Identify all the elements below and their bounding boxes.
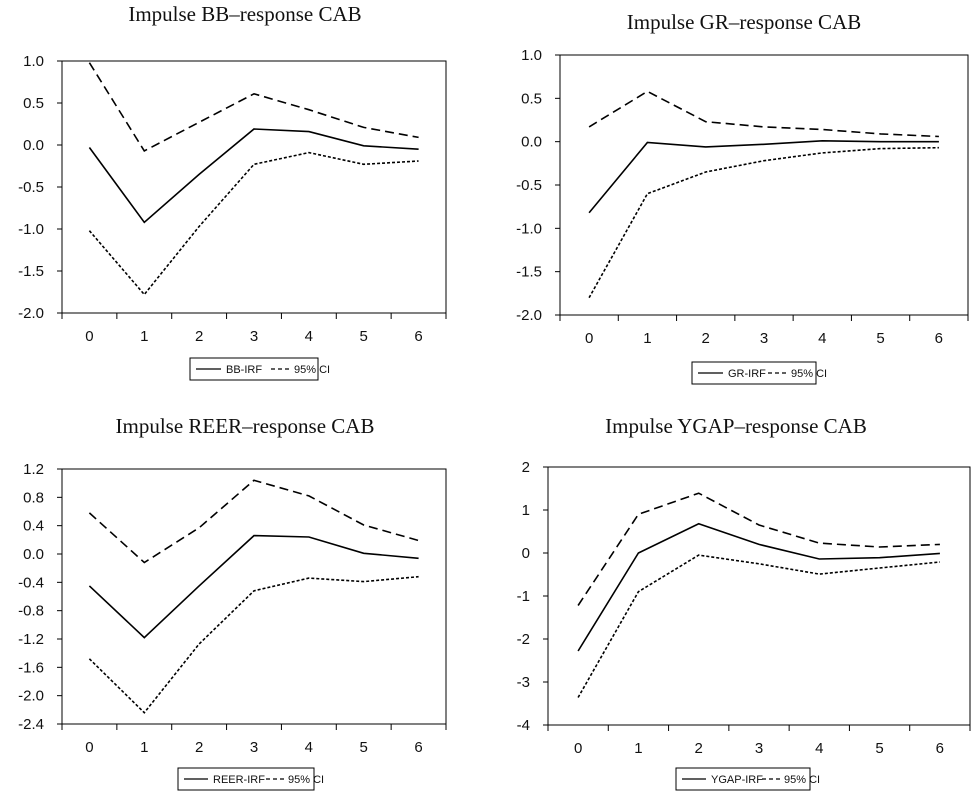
y-tick-label: -0.5 [516,177,542,194]
x-tick-label: 0 [85,328,93,345]
x-tick-label: 4 [815,740,823,757]
x-tick-label: 4 [818,330,826,347]
panel-reer: Impulse REER–response CAB 1.2 0.8 0.4 0.0 -0… [18,414,447,791]
plot-frame [559,54,969,316]
y-tick-label: -1.6 [18,659,44,676]
x-tick-label: 2 [195,328,203,345]
series-line-dotted [88,151,419,296]
series-line-dashed [88,62,419,152]
series-line-solid [88,128,419,224]
legend-box [189,357,319,381]
y-tick-label: 1.2 [23,461,44,478]
panel-ygap: Impulse YGAP–response CAB 210-1-2-3-40 1 2… [517,414,971,791]
y-tick-label: -2 [517,631,530,648]
y-tick-label: -1 [517,588,530,605]
x-tick-label: 2 [695,740,703,757]
series-line-solid [577,522,940,652]
x-tick-label: 1 [140,328,148,345]
y-tick-label: -3 [517,674,530,691]
x-tick-label: 5 [875,740,883,757]
x-tick-label: 2 [702,330,710,347]
legend-ci-label: 95% CI [294,364,330,376]
y-tick-label: -1.2 [18,631,44,648]
series-line-dotted [588,146,939,299]
x-tick-label: 3 [755,740,763,757]
series-line-dashed [577,492,940,606]
plot-frame [61,468,447,725]
x-tick-label: 3 [250,739,258,756]
series-line-solid [588,139,939,214]
x-tick-label: 2 [195,739,203,756]
plot-frame [61,60,447,314]
y-tick-label: -2.4 [18,716,44,733]
x-tick-label: 1 [643,330,651,347]
panel-bb: Impulse BB–response CAB 1.0 0.5 0.0 -0.5 -1.… [18,2,447,381]
x-tick-label: 5 [360,328,368,345]
x-tick-label: 6 [414,739,422,756]
x-tick-label: 1 [634,740,642,757]
x-tick-label: 6 [935,330,943,347]
chart-title: Impulse BB–response CAB [128,2,361,26]
y-tick-label: -1.0 [18,221,44,238]
series-line-solid [88,534,419,639]
legend-irf-label: REER-IRF [213,774,265,786]
y-tick-label: -1.5 [18,263,44,280]
y-tick-label: -0.5 [18,179,44,196]
chart-title: Impulse YGAP–response CAB [605,414,867,438]
x-tick-label: 0 [585,330,593,347]
x-tick-label: 4 [305,328,313,345]
x-tick-label: 0 [574,740,582,757]
y-tick-label: -2.0 [18,688,44,705]
legend-irf-label: BB-IRF [226,364,262,376]
y-tick-label: -4 [517,717,530,734]
series-line-dotted [577,554,940,698]
plot-area: 1.0 0.5 0.0 -0.5 -1.0 -1.5 -2.0 0 1 2 3 4 5 6 [516,47,969,347]
legend-box [177,767,315,791]
legend-irf-label: GR-IRF [728,368,766,380]
legend-box [675,767,811,791]
y-tick-label: -1.5 [516,264,542,281]
x-tick-label: 4 [305,739,313,756]
y-tick-label: 0.0 [23,546,44,563]
legend-box [691,361,817,385]
y-tick-label: 0 [522,545,530,562]
series-line-dotted [88,575,419,714]
y-tick-label: -0.4 [18,574,44,591]
legend-ci-label: 95% CI [791,368,827,380]
x-tick-label: 5 [876,330,884,347]
plot-area: 1.0 0.5 0.0 -0.5 -1.0 -1.5 -2.0 0 1 2 3 4 5 6 [18,53,447,345]
y-tick-label: 0.5 [23,95,44,112]
x-tick-label: 6 [414,328,422,345]
y-tick-label: 0.4 [23,518,44,535]
legend-irf-label: YGAP-IRF [711,774,763,786]
series-line-dashed [88,479,419,564]
x-tick-label: 6 [936,740,944,757]
y-tick-label: 1.0 [521,47,542,64]
chart-title: Impulse GR–response CAB [627,10,862,34]
x-tick-label: 1 [140,739,148,756]
y-tick-label: -2.0 [516,307,542,324]
y-tick-label: -1.0 [516,220,542,237]
y-tick-label: 0.0 [23,137,44,154]
y-tick-label: 1.0 [23,53,44,70]
legend-ci-label: 95% CI [784,774,820,786]
series-line-dashed [588,90,939,138]
panel-gr: Impulse GR–response CAB 1.0 0.5 0.0 -0.5 -1.… [516,10,969,385]
x-tick-label: 3 [250,328,258,345]
y-tick-label: 0.5 [521,90,542,107]
x-tick-label: 0 [85,739,93,756]
y-tick-label: -2.0 [18,305,44,322]
x-tick-label: 5 [360,739,368,756]
chart-title: Impulse REER–response CAB [116,414,375,438]
y-tick-label: 0.0 [521,134,542,151]
y-tick-label: -0.8 [18,603,44,620]
x-tick-label: 3 [760,330,768,347]
plot-area: 1.2 0.8 0.4 0.0 -0.4 -0.8 -1.2 -1.6 -2.0 -2.4 0 1 2 3… [18,461,447,756]
legend-ci-label: 95% CI [288,774,324,786]
y-tick-label: 1 [522,502,530,519]
y-tick-label: 0.8 [23,489,44,506]
y-tick-label: 2 [522,459,530,476]
plot-area: 2 1 0 -1 -2 -3 -4 0 1 2 3 4 5 6 [517,459,971,757]
